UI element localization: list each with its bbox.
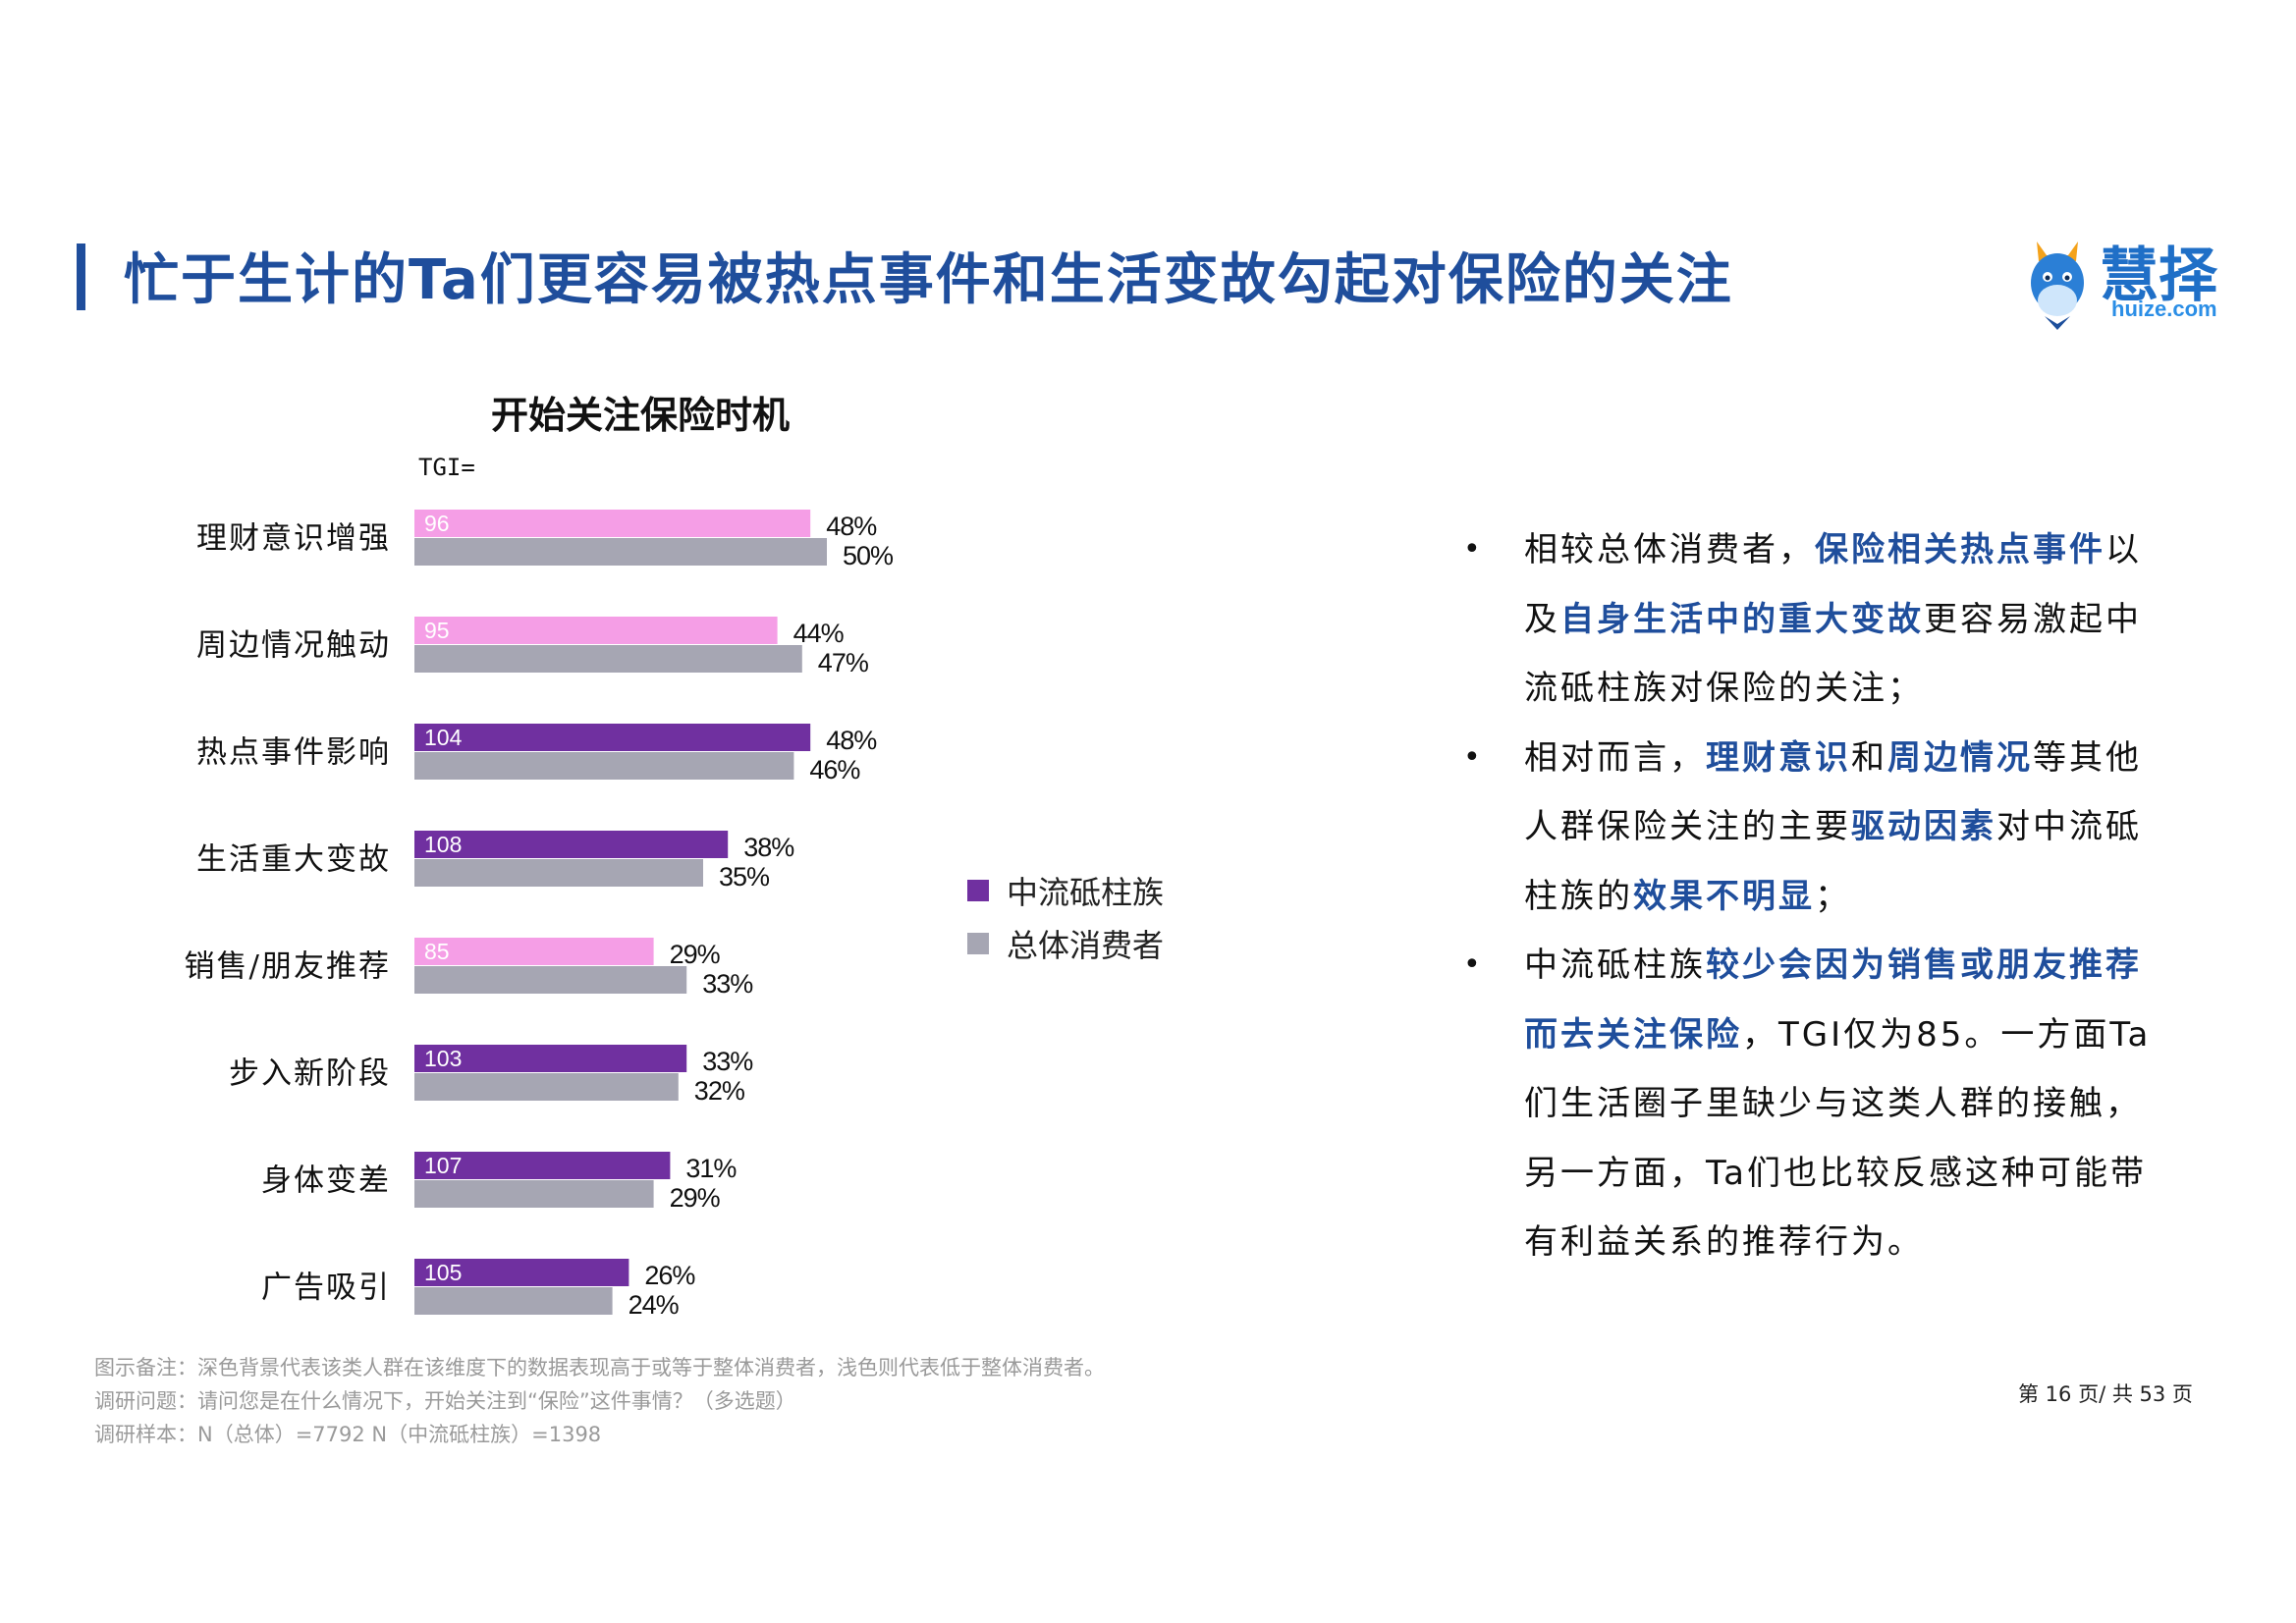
data-label-total: 46% [809,755,860,784]
legend-label-core: 中流砥柱族 [1007,874,1165,911]
legend-swatch-total [967,933,989,954]
legend-item-total: 总体消费者 [967,917,1164,970]
bar-core [414,510,811,537]
data-label-core: 29% [670,940,721,969]
tgi-value-label: 85 [424,939,450,964]
footnote-question: 调研问题：请问您是在什么情况下，开始关注到“保险”这件事情？（多选题） [94,1389,796,1413]
category-label: 步入新阶段 [229,1056,391,1092]
legend-swatch-core [967,880,989,901]
bullet-item: • 中流砥柱族较少会因为销售或朋友推荐而去关注保险，TGI仅为85。一方面Ta们生… [1463,931,2170,1277]
bar-core [414,938,654,965]
bar-total [414,645,802,673]
logo-text-cn: 慧择 [2100,242,2217,310]
tgi-value-label: 103 [424,1046,462,1071]
bullet-highlight: 保险相关热点事件 [1815,530,2105,569]
data-label-core: 33% [702,1047,753,1076]
footnote-sample: 调研样本：N（总体）=7792 N（中流砥柱族）=1398 [94,1423,602,1446]
category-label: 理财意识增强 [196,521,391,557]
data-label-core: 31% [685,1154,737,1183]
tgi-value-label: 105 [424,1260,462,1285]
bullet-text: 中流砥柱族 [1524,946,1706,985]
bar-core [414,1152,671,1179]
horse-mascot-icon [2031,242,2084,330]
data-label-core: 48% [826,726,877,755]
bullet-highlight: 理财意识 [1706,737,1851,778]
footnotes: 图示备注：深色背景代表该类人群在该维度下的数据表现高于或等于整体消费者，浅色则代… [94,1351,1105,1451]
category-label: 生活重大变故 [196,842,391,878]
bullet-highlight: 较少会因为销售或朋友推荐而去关注保险 [1524,946,2142,1055]
data-label-total: 47% [818,648,869,677]
data-label-total: 24% [629,1290,680,1320]
title-accent-bar [77,243,85,310]
bullet-text: 等其他人群保险关注的主要 [1524,737,2142,847]
bullet-highlight: 自身生活中的重大变故 [1560,599,1924,639]
bullet-text: 相较总体消费者， [1524,530,1815,569]
category-label: 广告吸引 [261,1271,391,1306]
bullet-dot-icon: • [1463,739,1484,775]
data-label-total: 32% [694,1076,745,1106]
tgi-header-label: TGI= [418,454,475,481]
category-label: 销售/朋友推荐 [185,949,391,985]
bullet-highlight: 驱动因素 [1851,807,1996,846]
data-label-total: 29% [670,1183,721,1213]
bullet-text: ； [1815,876,1851,916]
bullet-item: • 相较总体消费者，保险相关热点事件以及自身生活中的重大变故更容易激起中流砥柱族对… [1463,515,2170,724]
footnote-legend: 图示备注：深色背景代表该类人群在该维度下的数据表现高于或等于整体消费者，浅色则代… [94,1356,1105,1380]
bar-total [414,1287,613,1315]
bullet-highlight: 效果不明显 [1633,876,1815,916]
category-label: 热点事件影响 [196,735,391,771]
data-label-core: 38% [743,833,794,862]
tgi-value-label: 104 [424,725,463,750]
page-number: 第 16 页/ 共 53 页 [2018,1382,2193,1406]
bullet-text: 以及 [1524,530,2142,639]
bullet-dot-icon: • [1463,532,1484,567]
bullet-dot-icon: • [1463,947,1484,982]
bar-chart: TGI=理财意识增强 96 48%50%周边情况触动 95 44%47%热点事件影响 10… [185,454,895,1320]
logo-text-en: huize.com [2111,297,2217,321]
data-label-core: 44% [793,619,845,648]
bar-total [414,1180,654,1208]
tgi-value-label: 107 [424,1153,462,1178]
legend-item-core: 中流砥柱族 [967,864,1164,917]
bullet-text: 和 [1851,737,1887,778]
bar-core [414,617,778,644]
tgi-value-label: 108 [424,832,462,857]
bullet-text: ，TGI仅为85。一方面Ta们生活圈子里缺少与这类人群的接触，另一方面，Ta们也… [1524,1014,2152,1263]
bar-total [414,859,703,887]
data-label-total: 33% [702,969,753,999]
tgi-value-label: 96 [424,511,450,536]
bullet-text: 对中流砥柱族的 [1524,807,2142,916]
huize-logo: 慧择 huize.com [2023,234,2239,332]
tgi-value-label: 95 [424,618,450,643]
bar-core [414,1045,687,1072]
data-label-total: 50% [843,541,894,570]
legend-label-total: 总体消费者 [1007,927,1165,964]
data-label-core: 26% [644,1261,695,1290]
category-label: 身体变差 [261,1163,391,1199]
chart-title: 开始关注保险时机 [491,394,791,437]
bar-core [414,1259,629,1286]
bar-core [414,831,729,858]
page-title: 忙于生计的Ta们更容易被热点事件和生活变故勾起对保险的关注 [124,248,1733,312]
bar-total [414,538,827,566]
bullet-text: 更容易激起中流砥柱族对保险的关注； [1524,599,2142,709]
bullet-text: 相对而言， [1524,737,1706,778]
bar-total [414,966,687,994]
bar-total [414,1073,679,1101]
bullet-highlight: 周边情况 [1887,737,2033,778]
data-label-core: 48% [826,512,877,541]
insight-bullets: • 相较总体消费者，保险相关热点事件以及自身生活中的重大变故更容易激起中流砥柱族对… [1463,515,2170,1277]
chart-legend: 中流砥柱族 总体消费者 [967,864,1164,970]
bullet-item: • 相对而言，理财意识和周边情况等其他人群保险关注的主要驱动因素对中流砥柱族的效果… [1463,724,2170,932]
data-label-total: 35% [719,862,770,892]
category-label: 周边情况触动 [196,628,391,664]
bar-core [414,724,811,751]
bar-total [414,752,794,780]
